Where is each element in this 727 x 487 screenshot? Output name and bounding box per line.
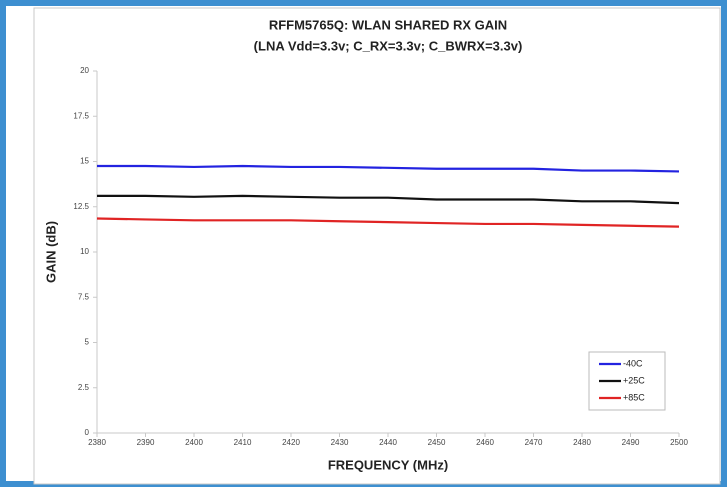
- y-tick-label: 2.5: [78, 383, 90, 392]
- chart-area: [33, 7, 721, 485]
- y-tick-label: 15: [80, 157, 89, 166]
- legend-label: -40C: [623, 358, 643, 368]
- y-tick-label: 7.5: [78, 292, 90, 301]
- x-tick-label: 2470: [525, 438, 543, 447]
- x-tick-label: 2500: [670, 438, 688, 447]
- x-tick-label: 2460: [476, 438, 494, 447]
- series-line: [97, 194, 680, 205]
- chart-subtitle: (LNA Vdd=3.3v; C_RX=3.3v; C_BWRX=3.3v): [254, 38, 523, 53]
- legend-label: +25C: [623, 375, 645, 385]
- x-tick-label: 2490: [622, 438, 640, 447]
- y-tick-label: 10: [80, 247, 89, 256]
- x-tick-label: 2450: [428, 438, 446, 447]
- y-tick-label: 20: [80, 66, 89, 75]
- x-tick-label: 2430: [331, 438, 349, 447]
- y-tick-label: 12.5: [73, 202, 89, 211]
- legend-label: +85C: [623, 392, 645, 402]
- x-tick-label: 2480: [573, 438, 591, 447]
- y-tick-label: 17.5: [73, 111, 89, 120]
- x-tick-label: 2390: [137, 438, 155, 447]
- x-tick-label: 2420: [282, 438, 300, 447]
- x-tick-label: 2380: [88, 438, 106, 447]
- y-tick-label: 5: [85, 338, 90, 347]
- x-tick-label: 2400: [185, 438, 203, 447]
- x-tick-label: 2440: [379, 438, 397, 447]
- x-axis-label: FREQUENCY (MHz): [328, 457, 448, 472]
- series-line: [96, 217, 680, 228]
- y-axis-label: GAIN (dB): [43, 221, 58, 283]
- chart-title: RFFM5765Q: WLAN SHARED RX GAIN: [269, 17, 507, 32]
- series-line: [97, 164, 680, 173]
- x-tick-label: 2410: [234, 438, 252, 447]
- y-tick-label: 0: [85, 428, 90, 437]
